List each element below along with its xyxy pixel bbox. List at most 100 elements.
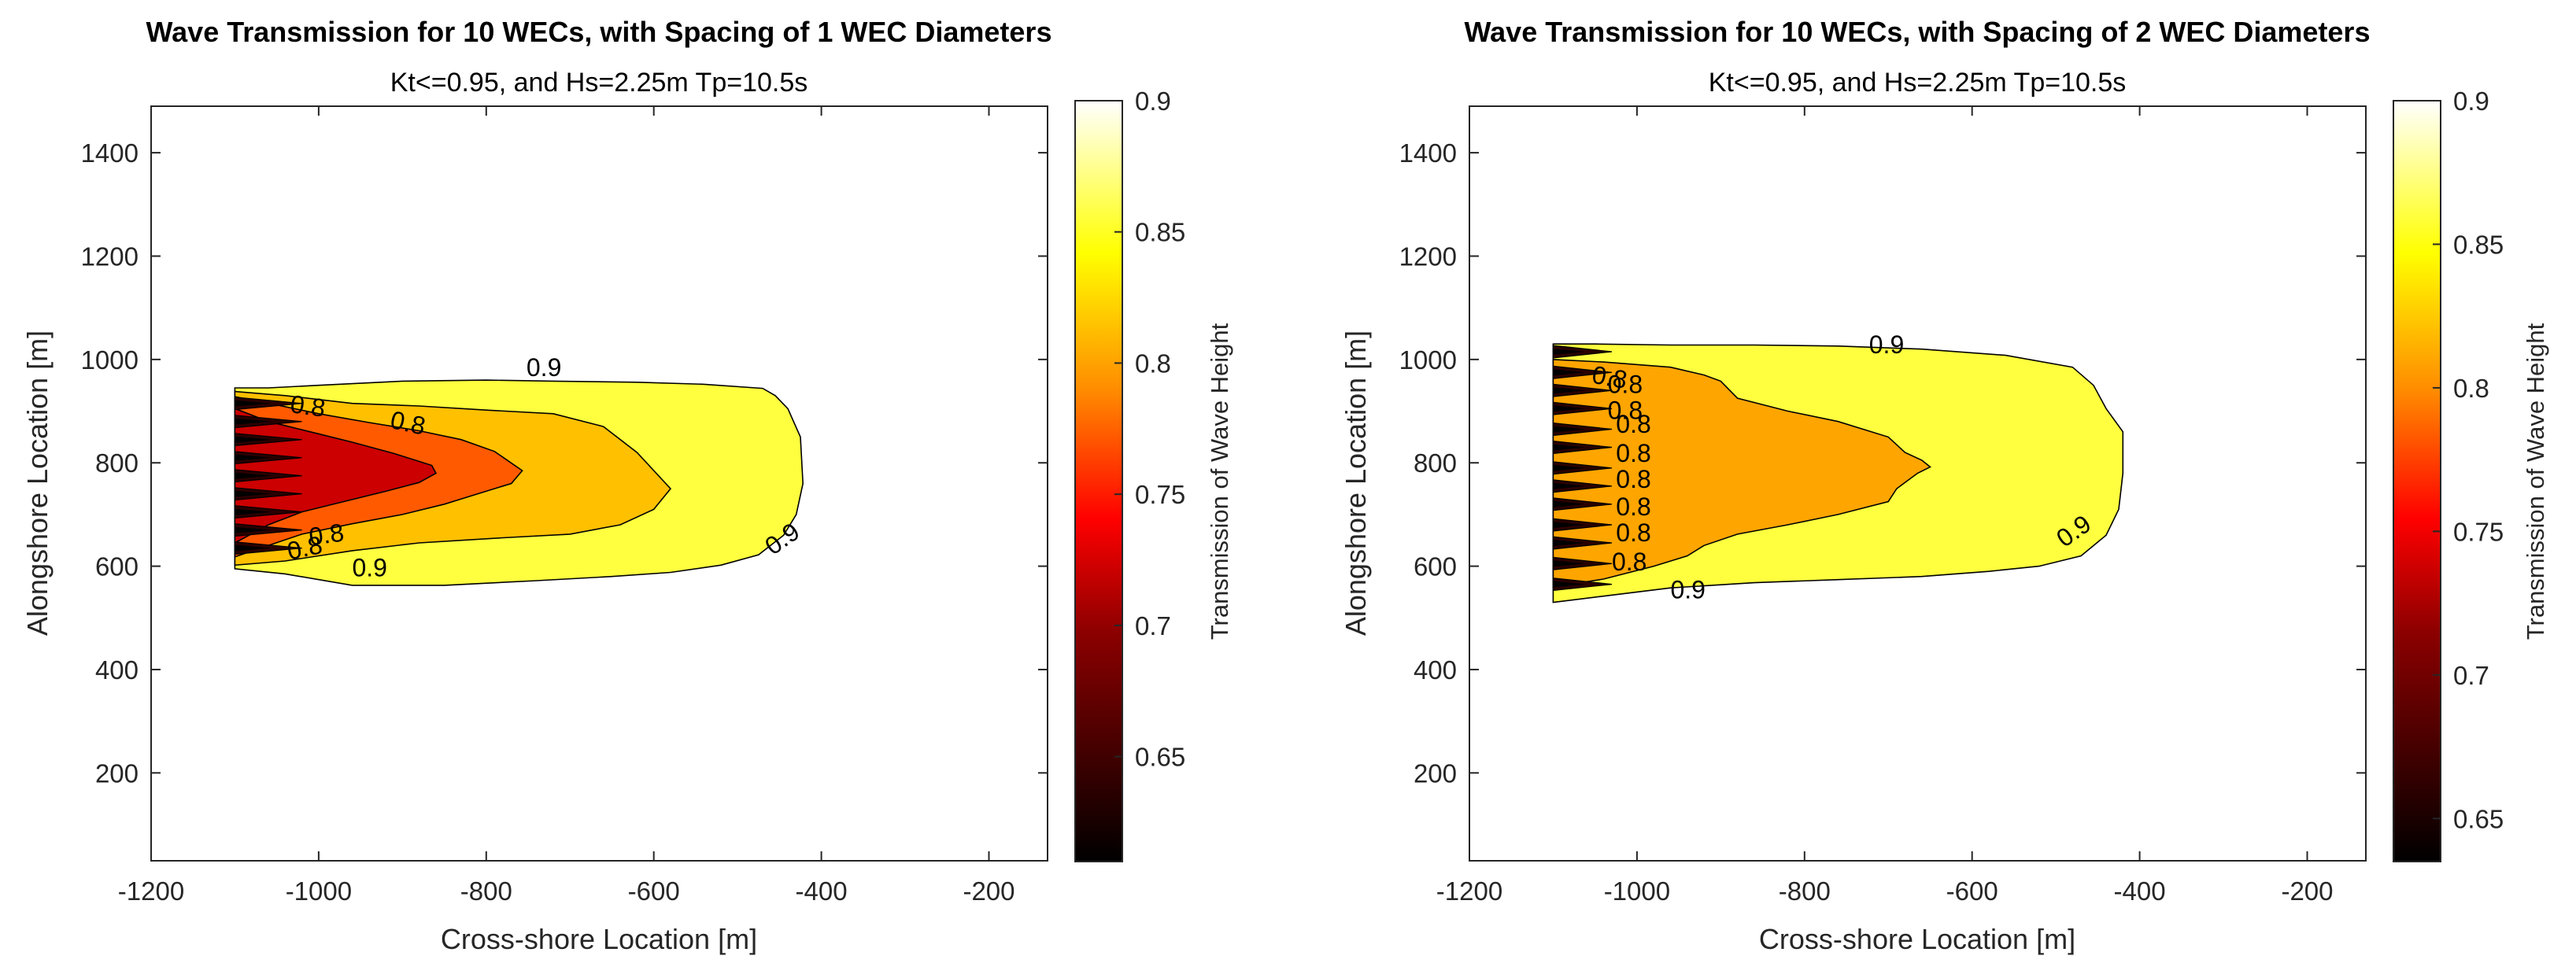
colorbar xyxy=(1074,100,1123,862)
colorbar-label: Transmission of Wave Height xyxy=(1206,323,1233,640)
y-axis: 200 400 600 800 1000 1200 1400 xyxy=(1399,138,2366,788)
contour-spike-core xyxy=(235,526,272,533)
y-tick-label: 800 xyxy=(1414,448,1457,478)
contour-label: 0.9 xyxy=(1869,330,1904,359)
x-tick-label: -1200 xyxy=(118,877,184,906)
contour-spike-core xyxy=(235,544,272,552)
contour-label: 0.8 xyxy=(1612,548,1646,576)
contour-spike-core xyxy=(235,400,272,407)
x-axis: -1200 -1000 -800 -600 -400 -200 xyxy=(118,106,1015,906)
colorbar-tick-label: 0.9 xyxy=(1135,87,1171,116)
colorbar-tick-label: 0.65 xyxy=(2453,804,2504,833)
contour-label: 0.9 xyxy=(1670,575,1705,603)
contour-spikes xyxy=(234,397,302,555)
contour-label: 0.8 xyxy=(1616,493,1650,521)
x-tick-label: -800 xyxy=(460,877,512,906)
chart-title: Wave Transmission for 10 WECs, with Spac… xyxy=(1465,16,2371,48)
contour-spike-core xyxy=(1553,349,1586,355)
x-axis-label: Cross-shore Location [m] xyxy=(1759,923,2075,955)
x-tick-label: -200 xyxy=(2281,877,2333,906)
y-tick-label: 800 xyxy=(95,448,139,478)
colorbar-tick-label: 0.85 xyxy=(1135,218,1185,247)
y-tick-label: 1200 xyxy=(81,242,139,271)
contour-region-0.75 xyxy=(234,408,437,544)
colorbar-tick-label: 0.65 xyxy=(1135,743,1185,772)
colorbar-tick-label: 0.8 xyxy=(1135,349,1171,378)
chart-panel-2: Wave Transmission for 10 WECs, with Spac… xyxy=(1340,16,2549,955)
x-tick-label: -1200 xyxy=(1436,877,1502,906)
contour-label: 0.8 xyxy=(1608,371,1643,399)
y-tick-label: 200 xyxy=(1414,758,1457,788)
colorbar-tick-label: 0.7 xyxy=(2453,661,2489,690)
contour-spike-core xyxy=(1553,522,1586,528)
contour-label: 0.8 xyxy=(1608,396,1643,424)
contour-label: 0.9 xyxy=(527,353,561,382)
contour-spike-core xyxy=(1553,426,1586,433)
contour-spike-core xyxy=(235,508,272,515)
x-tick-label: -600 xyxy=(1946,877,1998,906)
contour-spike-core xyxy=(1553,500,1586,507)
y-tick-label: 1400 xyxy=(1399,138,1457,168)
y-tick-label: 600 xyxy=(95,552,139,581)
colorbar-ticks: 0.65 0.7 0.75 0.8 0.85 0.9 xyxy=(1114,87,1185,772)
contour-label: 0.8 xyxy=(1616,439,1650,467)
colorbar-tick-label: 0.7 xyxy=(1135,611,1171,640)
contour-spike-core xyxy=(1553,387,1586,394)
contour-spike-core xyxy=(235,454,272,461)
y-tick-label: 1200 xyxy=(1399,242,1457,271)
colorbar-ticks: 0.65 0.7 0.75 0.8 0.85 0.9 xyxy=(2433,87,2504,833)
y-axis: 200 400 600 800 1000 1200 1400 xyxy=(81,138,1048,788)
y-tick-label: 1000 xyxy=(81,345,139,375)
colorbar xyxy=(2393,100,2441,862)
contour-spike-core xyxy=(235,472,272,479)
x-tick-label: -200 xyxy=(963,877,1015,906)
x-tick-label: -400 xyxy=(796,877,848,906)
y-axis-label: Alongshore Location [m] xyxy=(1340,330,1372,636)
y-tick-label: 400 xyxy=(95,655,139,685)
contour-spike-core xyxy=(235,490,272,497)
contour-spike-core xyxy=(1553,581,1586,588)
contour-spike-core xyxy=(1553,540,1586,546)
contour-spike-core xyxy=(1553,560,1586,567)
colorbar-tick-label: 0.8 xyxy=(2453,374,2489,403)
contour-spikes xyxy=(1552,345,1613,592)
contour-label: 0.8 xyxy=(307,518,346,551)
y-axis-label: Alongshore Location [m] xyxy=(21,330,54,636)
contour-region-0.85 xyxy=(1552,359,1931,588)
plot-frame xyxy=(150,105,1048,862)
x-tick-label: -1000 xyxy=(1604,877,1670,906)
contour-spike-core xyxy=(1553,482,1586,489)
contour-label: 0.9 xyxy=(352,554,386,582)
x-axis: -1200 -1000 -800 -600 -400 -200 xyxy=(1436,106,2334,906)
colorbar-tick-label: 0.75 xyxy=(1135,480,1185,509)
contour-label: 0.8 xyxy=(1616,410,1650,438)
contour-spike-core xyxy=(1553,464,1586,471)
x-tick-label: -1000 xyxy=(286,877,352,906)
contour-spike-core xyxy=(1553,369,1586,376)
x-axis-label: Cross-shore Location [m] xyxy=(441,923,757,955)
contour-spike-core xyxy=(235,436,272,443)
y-tick-label: 400 xyxy=(1414,655,1457,685)
chart-title: Wave Transmission for 10 WECs, with Spac… xyxy=(146,16,1052,48)
contour-spike-core xyxy=(235,418,272,425)
contour-label: 0.8 xyxy=(1616,465,1650,493)
colorbar-tick-label: 0.75 xyxy=(2453,517,2504,546)
chart-panel-1: Wave Transmission for 10 WECs, with Spac… xyxy=(21,16,1233,955)
contour-label: 0.8 xyxy=(1616,519,1650,547)
chart-subtitle: Kt<=0.95, and Hs=2.25m Tp=10.5s xyxy=(1709,68,2127,98)
y-tick-label: 200 xyxy=(95,758,139,788)
y-tick-label: 1400 xyxy=(81,138,139,168)
x-tick-label: -400 xyxy=(2114,877,2166,906)
contour-fills xyxy=(234,379,804,586)
x-tick-label: -600 xyxy=(628,877,680,906)
contour-spike-core xyxy=(1553,444,1586,451)
contour-fills xyxy=(1552,343,2124,603)
contour-label: 0.8 xyxy=(1590,360,1629,394)
contour-spike-core xyxy=(1553,405,1586,412)
colorbar-tick-label: 0.85 xyxy=(2453,230,2504,259)
colorbar-tick-label: 0.9 xyxy=(2453,87,2489,116)
contour-label: 0.8 xyxy=(289,389,327,423)
y-tick-label: 1000 xyxy=(1399,345,1457,375)
chart-subtitle: Kt<=0.95, and Hs=2.25m Tp=10.5s xyxy=(390,68,808,98)
